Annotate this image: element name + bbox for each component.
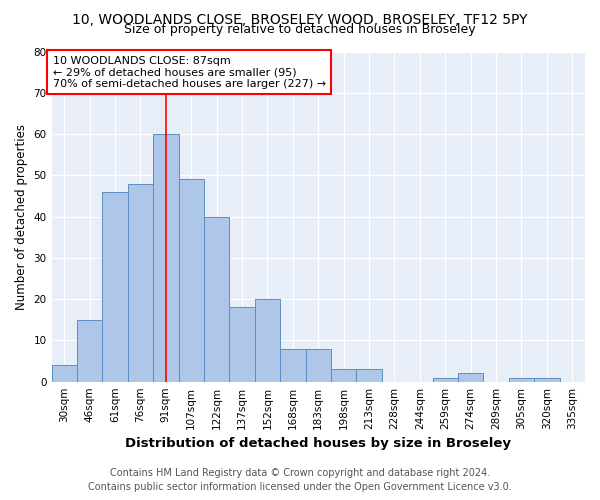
Bar <box>534 378 560 382</box>
Bar <box>229 308 255 382</box>
Y-axis label: Number of detached properties: Number of detached properties <box>15 124 28 310</box>
Bar <box>179 180 204 382</box>
Text: 10, WOODLANDS CLOSE, BROSELEY WOOD, BROSELEY, TF12 5PY: 10, WOODLANDS CLOSE, BROSELEY WOOD, BROS… <box>72 12 528 26</box>
Bar <box>509 378 534 382</box>
Text: 10 WOODLANDS CLOSE: 87sqm
← 29% of detached houses are smaller (95)
70% of semi-: 10 WOODLANDS CLOSE: 87sqm ← 29% of detac… <box>53 56 326 89</box>
Bar <box>128 184 153 382</box>
Bar <box>204 216 229 382</box>
Text: Contains HM Land Registry data © Crown copyright and database right 2024.
Contai: Contains HM Land Registry data © Crown c… <box>88 468 512 492</box>
Bar <box>356 370 382 382</box>
Bar <box>280 348 305 382</box>
Bar <box>103 192 128 382</box>
Bar <box>331 370 356 382</box>
Bar <box>153 134 179 382</box>
Bar <box>255 299 280 382</box>
Bar <box>458 374 484 382</box>
Text: Size of property relative to detached houses in Broseley: Size of property relative to detached ho… <box>124 22 476 36</box>
Bar <box>305 348 331 382</box>
Bar <box>433 378 458 382</box>
X-axis label: Distribution of detached houses by size in Broseley: Distribution of detached houses by size … <box>125 437 511 450</box>
Bar <box>77 320 103 382</box>
Bar <box>52 365 77 382</box>
